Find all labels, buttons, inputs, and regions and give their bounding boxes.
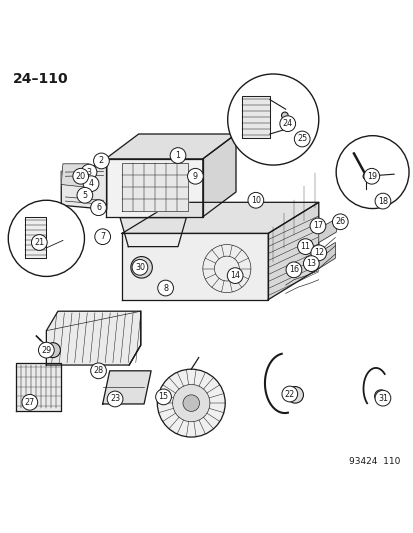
Circle shape (157, 369, 225, 437)
Circle shape (77, 188, 93, 203)
Polygon shape (318, 217, 338, 243)
Circle shape (187, 168, 203, 184)
Polygon shape (122, 233, 268, 300)
Circle shape (309, 218, 325, 234)
Circle shape (247, 192, 263, 208)
Text: 6: 6 (96, 203, 101, 212)
Text: 27: 27 (25, 398, 35, 407)
Circle shape (107, 391, 123, 407)
Circle shape (374, 390, 390, 406)
Circle shape (227, 74, 318, 165)
Circle shape (95, 229, 110, 245)
Text: 24: 24 (282, 119, 292, 128)
Text: 3: 3 (86, 167, 91, 176)
Circle shape (131, 256, 152, 278)
Text: 12: 12 (313, 248, 323, 257)
Text: 5: 5 (82, 191, 87, 200)
Text: 10: 10 (250, 196, 260, 205)
Text: 17: 17 (312, 221, 322, 230)
Text: 22: 22 (284, 390, 294, 399)
Text: 1: 1 (175, 151, 180, 160)
Text: 19: 19 (366, 172, 376, 181)
Polygon shape (268, 203, 318, 300)
Circle shape (155, 389, 171, 405)
Text: 4: 4 (88, 179, 93, 188)
Text: 21: 21 (34, 238, 44, 247)
Polygon shape (61, 164, 89, 187)
Text: 11: 11 (300, 242, 310, 251)
Text: 31: 31 (377, 394, 387, 402)
Polygon shape (120, 217, 186, 247)
Circle shape (227, 268, 242, 284)
Text: 8: 8 (163, 284, 168, 293)
Text: 2: 2 (99, 156, 104, 165)
Circle shape (362, 173, 369, 180)
Polygon shape (105, 134, 235, 159)
Circle shape (90, 363, 106, 378)
Text: 24–110: 24–110 (13, 72, 69, 86)
Circle shape (22, 394, 38, 410)
Circle shape (170, 148, 185, 164)
Circle shape (374, 390, 386, 402)
Polygon shape (61, 164, 107, 209)
Text: 29: 29 (41, 345, 51, 354)
Text: 13: 13 (306, 259, 316, 268)
Text: 15: 15 (158, 392, 168, 401)
Text: 23: 23 (110, 394, 120, 403)
Polygon shape (16, 362, 61, 410)
Text: 25: 25 (297, 134, 306, 143)
Circle shape (297, 239, 313, 254)
Circle shape (279, 116, 295, 132)
Text: 30: 30 (135, 263, 145, 272)
Circle shape (93, 153, 109, 169)
Circle shape (172, 384, 209, 422)
Polygon shape (318, 243, 335, 269)
Circle shape (73, 168, 88, 184)
Circle shape (45, 343, 60, 358)
Polygon shape (102, 371, 151, 404)
Text: 7: 7 (100, 232, 105, 241)
Circle shape (8, 200, 84, 277)
Circle shape (183, 395, 199, 411)
Circle shape (132, 260, 147, 275)
Circle shape (157, 280, 173, 296)
Text: 20: 20 (76, 172, 85, 181)
Circle shape (83, 176, 99, 191)
Circle shape (38, 342, 54, 358)
Text: 93424  110: 93424 110 (349, 457, 400, 466)
Polygon shape (25, 217, 46, 258)
Circle shape (363, 168, 379, 184)
Circle shape (303, 256, 318, 271)
Circle shape (294, 131, 309, 147)
Text: 28: 28 (93, 366, 103, 375)
Circle shape (281, 386, 297, 402)
Polygon shape (122, 203, 318, 233)
Text: 26: 26 (335, 217, 344, 227)
Text: 14: 14 (230, 271, 240, 280)
Text: 18: 18 (377, 197, 387, 206)
Circle shape (281, 112, 287, 119)
Circle shape (332, 214, 347, 230)
Circle shape (286, 386, 303, 403)
Circle shape (335, 136, 408, 208)
Circle shape (285, 262, 301, 278)
Polygon shape (46, 311, 140, 365)
Text: 9: 9 (192, 172, 197, 181)
Circle shape (374, 193, 390, 209)
Circle shape (90, 200, 106, 215)
Circle shape (310, 245, 326, 261)
Polygon shape (105, 159, 202, 217)
Polygon shape (242, 95, 269, 138)
Polygon shape (202, 134, 235, 217)
Circle shape (81, 164, 97, 180)
Text: 16: 16 (288, 265, 298, 274)
Circle shape (31, 235, 47, 251)
Polygon shape (122, 163, 188, 211)
